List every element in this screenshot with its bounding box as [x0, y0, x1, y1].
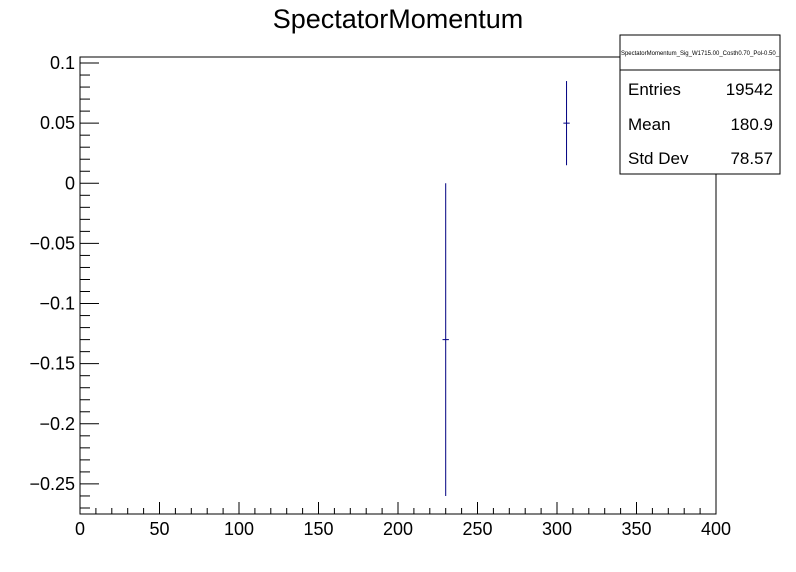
y-tick-label: 0.1 — [50, 53, 75, 73]
stats-stddev-label: Std Dev — [628, 149, 689, 168]
stats-mean-label: Mean — [628, 115, 671, 134]
stats-entries-label: Entries — [628, 80, 681, 99]
stats-entries-value: 19542 — [726, 80, 773, 99]
stats-mean-value: 180.9 — [730, 115, 773, 134]
y-axis: −0.25 −0.2 −0.15 −0.1 −0.05 0 0.05 0.1 — [29, 53, 99, 509]
x-tick-label: 0 — [75, 519, 85, 539]
stats-box-histogram-name: SpectatorMomentum_Sig_W1715.00_Costh0.70… — [621, 51, 780, 57]
y-tick-label: 0 — [65, 173, 75, 193]
x-tick-label: 200 — [383, 519, 413, 539]
y-tick-label: 0.05 — [40, 113, 75, 133]
stats-box: SpectatorMomentum_Sig_W1715.00_Costh0.70… — [619, 34, 781, 175]
y-tick-label: −0.15 — [29, 354, 75, 374]
y-tick-label: −0.25 — [29, 474, 75, 494]
y-tick-label: −0.2 — [39, 414, 75, 434]
x-tick-label: 300 — [542, 519, 572, 539]
x-axis: 0 50 100 150 200 250 300 350 400 — [75, 502, 731, 539]
y-tick-label: −0.1 — [39, 294, 75, 314]
x-tick-label: 50 — [149, 519, 169, 539]
x-tick-label: 250 — [462, 519, 492, 539]
y-tick-label: −0.05 — [29, 233, 75, 253]
x-tick-label: 400 — [701, 519, 731, 539]
x-tick-label: 100 — [224, 519, 254, 539]
x-tick-label: 150 — [303, 519, 333, 539]
stats-stddev-value: 78.57 — [730, 149, 773, 168]
stats-box-frame — [619, 34, 781, 175]
chart-title: SpectatorMomentum — [273, 4, 524, 34]
data-points — [442, 81, 570, 496]
x-tick-label: 350 — [621, 519, 651, 539]
